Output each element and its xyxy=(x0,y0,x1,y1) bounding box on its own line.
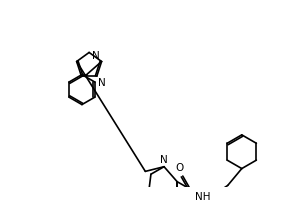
Text: O: O xyxy=(175,163,183,173)
Text: N: N xyxy=(160,155,168,165)
Text: NH: NH xyxy=(195,192,211,200)
Text: N: N xyxy=(98,78,106,88)
Text: N: N xyxy=(92,51,100,61)
